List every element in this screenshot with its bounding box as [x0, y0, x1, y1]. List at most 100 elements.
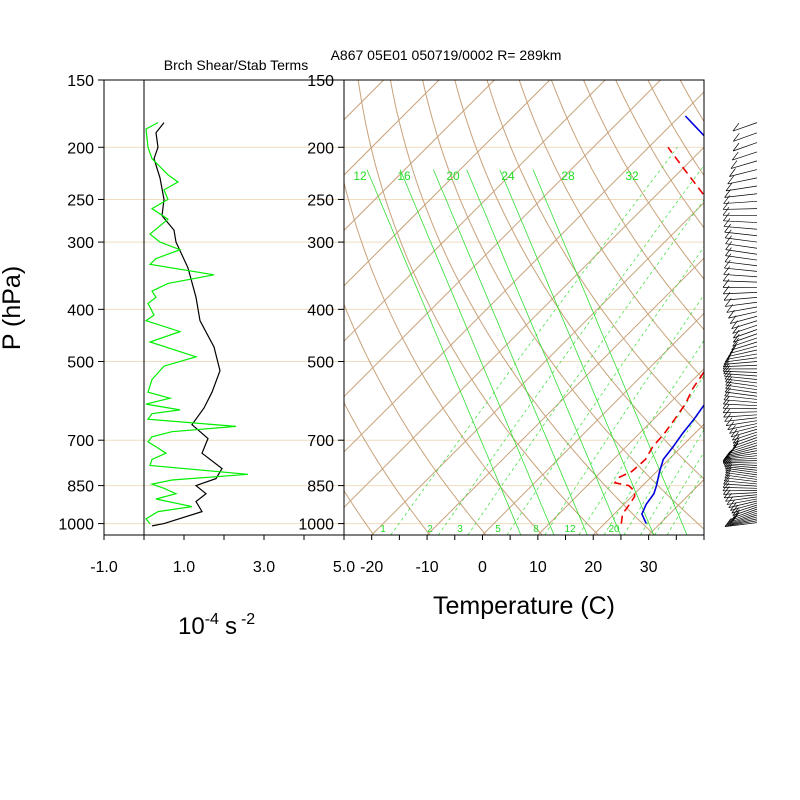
skewt-x-tick-label: 0 — [478, 559, 487, 576]
skewt-y-tick-label: 200 — [307, 140, 334, 157]
wind-barb — [725, 391, 758, 397]
wind-barb-flag — [724, 223, 731, 233]
skewt-y-tick-label: 500 — [307, 355, 334, 372]
mixing-ratio-label-top: 16 — [397, 169, 411, 183]
wind-barb-flag — [722, 453, 730, 462]
wind-barb-flag — [722, 206, 730, 216]
mixing-ratio-label-top: 32 — [625, 169, 639, 183]
wind-barb — [724, 267, 758, 272]
wind-barb-flag — [732, 325, 739, 334]
wind-barb — [724, 261, 758, 267]
wind-barb — [724, 395, 758, 400]
wind-barb-flag — [723, 292, 731, 301]
wind-barb — [725, 381, 758, 387]
wind-barb-flag — [723, 266, 730, 275]
wind-barb — [724, 375, 758, 380]
wind-barb-flag — [722, 400, 730, 409]
wind-barb-flag — [722, 279, 730, 288]
skewt-panel: 12 16 20 24 28 321 2 3 5 8 12 201502002503004005007… — [298, 47, 800, 620]
wind-barb — [723, 220, 758, 223]
wind-barb — [723, 411, 758, 414]
wind-barb-flag — [726, 304, 734, 313]
wind-barb — [723, 492, 758, 495]
wind-barb-flag — [722, 360, 730, 370]
wind-barb-flag — [728, 499, 736, 508]
skewt-background-grid — [344, 80, 800, 535]
skewt-y-tick-label: 700 — [307, 433, 334, 450]
wind-barb-flag — [724, 189, 731, 198]
wind-barb — [732, 439, 758, 449]
wind-barb — [729, 447, 758, 456]
skewt-x-tick-label: 30 — [640, 559, 658, 576]
mixing-ratio-label-bottom: 12 — [564, 524, 576, 535]
wind-barb-flag — [726, 517, 733, 527]
wind-barb-flag — [731, 151, 739, 161]
wind-barb — [732, 142, 758, 152]
wind-barb — [723, 460, 758, 462]
skewt-y-tick-label: 300 — [307, 235, 334, 252]
wind-barb — [723, 200, 758, 204]
skewt-y-tick-label: 850 — [307, 479, 334, 496]
wind-barb — [730, 160, 758, 169]
wind-barb-flag — [729, 425, 736, 434]
left-x-tick-label: 5.0 — [333, 559, 355, 576]
wind-barb — [731, 442, 758, 452]
skewt-dry-adiabat — [344, 401, 431, 535]
wind-barb — [733, 510, 758, 520]
mixing-ratio-label-bottom: 20 — [608, 524, 620, 535]
wind-barb-flag — [728, 309, 735, 319]
skewt-isotherm — [344, 80, 551, 287]
wind-barb-flag — [732, 329, 740, 339]
left-y-tick-label: 200 — [67, 140, 94, 157]
left-x-tick-label: -1.0 — [90, 559, 118, 576]
skewt-isotherm — [344, 91, 704, 453]
wind-barb — [731, 320, 758, 329]
wind-barb-flag — [725, 460, 732, 469]
skewt-panel-title: A867 05E01 050719/0002 R= 289km — [331, 47, 562, 63]
wind-barb — [732, 434, 758, 444]
mixing-ratio-label-top: 20 — [446, 169, 460, 183]
wind-barb-flag — [725, 466, 732, 476]
wind-barb — [723, 373, 758, 377]
wind-barb-flag — [724, 370, 732, 380]
skewt-dry-adiabat — [422, 80, 704, 530]
wind-barb-flag — [723, 395, 730, 405]
wind-barb — [723, 463, 758, 466]
wind-barb-flag — [730, 502, 737, 511]
skewt-isotherm — [759, 80, 800, 535]
wind-barb-flag — [723, 408, 730, 418]
skewt-x-tick-label: -20 — [360, 559, 383, 576]
wind-barb-flag — [728, 446, 736, 456]
wind-barb-flag — [732, 435, 740, 444]
wind-barb-flag — [724, 253, 732, 262]
left-y-tick-label: 300 — [67, 235, 94, 252]
skewt-dry-adiabat — [486, 80, 704, 431]
wind-barb — [723, 457, 758, 461]
wind-barb — [731, 514, 758, 524]
left-panel-unit-label: 10-4 s -2 — [178, 611, 255, 640]
wind-barb-flag — [725, 493, 732, 502]
wind-barb — [728, 311, 758, 319]
wind-barb-flag — [723, 486, 730, 495]
skewt-dry-adiabat — [344, 303, 487, 535]
left-panel: 150 200 250 300 400 500 700 850 1000 -1.0 1.0 3.0 5.… — [58, 57, 355, 640]
wind-barb-flag — [725, 241, 732, 250]
wind-barb — [725, 255, 758, 261]
wind-barb — [723, 403, 758, 407]
skewt-y-tick-label: 400 — [307, 302, 334, 319]
wind-barb-flag — [733, 133, 740, 142]
wind-barb — [723, 370, 758, 373]
wind-barb — [724, 477, 758, 483]
wind-barb — [723, 280, 758, 283]
wind-barb — [725, 496, 758, 502]
mixing-ratio-label-bottom: 2 — [427, 524, 433, 535]
wind-barb — [724, 480, 758, 485]
wind-barb-flag — [722, 358, 730, 367]
wind-barb — [732, 506, 758, 516]
skewt-isotherm — [344, 80, 440, 176]
skewt-dry-adiabat — [344, 180, 543, 535]
wind-barb — [733, 437, 758, 447]
wind-barb — [727, 450, 758, 457]
skewt-dry-adiabat — [583, 80, 704, 280]
